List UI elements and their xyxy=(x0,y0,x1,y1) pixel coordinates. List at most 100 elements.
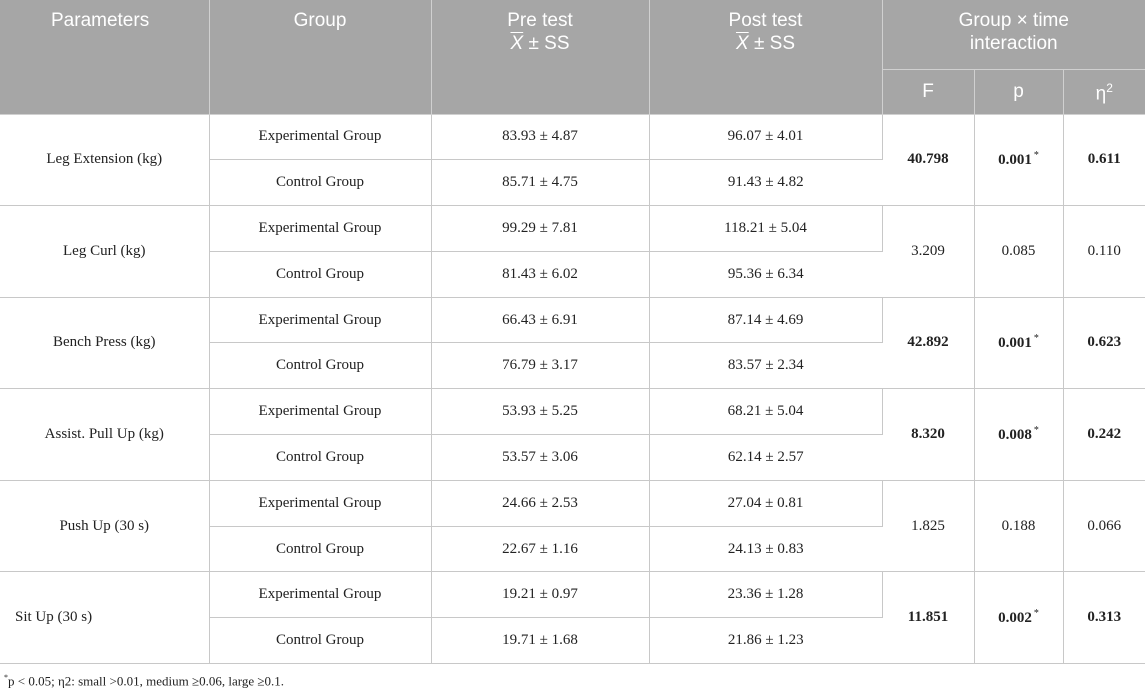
x-bar-symbol: X xyxy=(735,33,749,54)
group-cell: Experimental Group xyxy=(209,571,432,619)
eta-value-cell: 0.623 xyxy=(1063,297,1145,390)
p-value-cell: 0.008 * xyxy=(974,388,1064,481)
header-pre-test: Pre test X ± SS xyxy=(431,0,650,115)
f-value-cell: 11.851 xyxy=(882,571,975,665)
pre-test-cell: 83.93 ± 4.87 xyxy=(431,114,650,161)
f-value-cell: 42.892 xyxy=(882,297,975,390)
eta-value-cell: 0.242 xyxy=(1063,388,1145,481)
eta-symbol: η xyxy=(1095,83,1107,105)
pre-test-cell: 53.57 ± 3.06 xyxy=(431,434,650,481)
pre-test-cell: 76.79 ± 3.17 xyxy=(431,342,650,390)
parameter-cell: Sit Up (30 s) xyxy=(0,571,210,665)
p-value-cell: 0.001 * xyxy=(974,114,1064,207)
pre-test-cell: 22.67 ± 1.16 xyxy=(431,526,650,573)
results-table: Parameters Group Pre test X ± SS Post te… xyxy=(0,0,1145,665)
table-row: Sit Up (30 s) Experimental Group 19.21 ± 0… xyxy=(0,571,1145,665)
table-row: Leg Extension (kg) Experimental Group 83.9… xyxy=(0,114,1145,207)
table-body: Leg Extension (kg) Experimental Group 83.9… xyxy=(0,114,1145,665)
pre-test-cell: 53.93 ± 5.25 xyxy=(431,388,650,436)
pre-test-cell: 85.71 ± 4.75 xyxy=(431,159,650,207)
table-row: Push Up (30 s) Experimental Group 24.66 ± … xyxy=(0,480,1145,573)
footnote-mark: * xyxy=(4,673,8,682)
header-post-test-stat: X ± SS xyxy=(654,32,878,55)
group-cell: Experimental Group xyxy=(209,297,432,344)
group-cell: Experimental Group xyxy=(209,388,432,436)
pre-test-cell: 99.29 ± 7.81 xyxy=(431,205,650,252)
header-pre-stat-text: ± SS xyxy=(523,33,570,54)
footnote-text: p < 0.05; η2: small >0.01, medium ≥0.06,… xyxy=(8,673,284,689)
pre-test-cell: 19.71 ± 1.68 xyxy=(431,617,650,665)
significance-mark: * xyxy=(1033,608,1039,620)
header-interaction: Group × time interaction xyxy=(882,0,1145,70)
post-test-cell: 118.21 ± 5.04 xyxy=(649,205,883,252)
p-value: 0.002 xyxy=(998,610,1032,627)
post-test-cell: 91.43 ± 4.82 xyxy=(649,159,882,207)
p-value-cell: 0.188 xyxy=(974,480,1064,573)
significance-mark: * xyxy=(1033,150,1039,162)
p-value: 0.008 xyxy=(998,427,1032,444)
post-test-cell: 95.36 ± 6.34 xyxy=(649,251,882,298)
header-group: Group xyxy=(209,0,432,115)
post-test-cell: 62.14 ± 2.57 xyxy=(649,434,882,481)
p-value-cell: 0.002 * xyxy=(974,571,1064,665)
header-p: p xyxy=(974,69,1064,115)
eta-value-cell: 0.110 xyxy=(1063,205,1145,298)
table-row: Bench Press (kg) Experimental Group 66.43 … xyxy=(0,297,1145,390)
post-test-cell: 21.86 ± 1.23 xyxy=(649,617,882,665)
header-pre-test-title: Pre test xyxy=(507,10,573,31)
table-row: Assist. Pull Up (kg) Experimental Group 53… xyxy=(0,388,1145,481)
table-row: Control Group 19.71 ± 1.68 21.86 ± 1.23 xyxy=(0,617,1145,665)
eta-value-cell: 0.313 xyxy=(1063,571,1145,665)
p-value-cell: 0.085 xyxy=(974,205,1064,298)
x-bar-symbol: X xyxy=(510,33,524,54)
p-value: 0.001 xyxy=(998,152,1032,169)
group-cell: Experimental Group xyxy=(209,114,432,161)
p-value-cell: 0.001 * xyxy=(974,297,1064,390)
footnote: *p < 0.05; η2: small >0.01, medium ≥0.06… xyxy=(4,673,284,689)
post-test-cell: 87.14 ± 4.69 xyxy=(649,297,883,344)
parameter-cell: Leg Curl (kg) xyxy=(0,205,210,298)
header-post-test: Post test X ± SS xyxy=(649,0,883,115)
table-row: Leg Curl (kg) Experimental Group 99.29 ± 7… xyxy=(0,205,1145,298)
header-post-test-title: Post test xyxy=(728,10,803,31)
significance-mark: * xyxy=(1033,333,1039,345)
table-row: Control Group 76.79 ± 3.17 83.57 ± 2.34 xyxy=(0,342,1145,390)
post-test-cell: 24.13 ± 0.83 xyxy=(649,526,882,573)
pre-test-cell: 66.43 ± 6.91 xyxy=(431,297,650,344)
header-parameters: Parameters xyxy=(0,0,210,115)
p-value: 0.001 xyxy=(998,335,1032,352)
table-row: Control Group 53.57 ± 3.06 62.14 ± 2.57 xyxy=(0,434,1145,481)
post-test-cell: 83.57 ± 2.34 xyxy=(649,342,882,390)
group-cell: Control Group xyxy=(209,159,432,207)
significance-mark: * xyxy=(1033,425,1039,437)
f-value-cell: 8.320 xyxy=(882,388,975,481)
table-row: Control Group 81.43 ± 6.02 95.36 ± 6.34 xyxy=(0,251,1145,298)
group-cell: Control Group xyxy=(209,342,432,390)
parameter-cell: Leg Extension (kg) xyxy=(0,114,210,207)
group-cell: Experimental Group xyxy=(209,480,432,527)
group-cell: Control Group xyxy=(209,251,432,298)
pre-test-cell: 19.21 ± 0.97 xyxy=(431,571,650,619)
p-value: 0.085 xyxy=(1001,242,1036,259)
f-value-cell: 40.798 xyxy=(882,114,975,207)
p-value: 0.188 xyxy=(1001,517,1036,534)
f-value-cell: 3.209 xyxy=(882,205,975,298)
parameter-cell: Assist. Pull Up (kg) xyxy=(0,388,210,481)
post-test-cell: 68.21 ± 5.04 xyxy=(649,388,883,436)
post-test-cell: 96.07 ± 4.01 xyxy=(649,114,883,161)
parameter-cell: Push Up (30 s) xyxy=(0,480,210,573)
table-row: Control Group 85.71 ± 4.75 91.43 ± 4.82 xyxy=(0,159,1145,207)
post-test-cell: 27.04 ± 0.81 xyxy=(649,480,883,527)
group-cell: Experimental Group xyxy=(209,205,432,252)
table-row: Control Group 22.67 ± 1.16 24.13 ± 0.83 xyxy=(0,526,1145,573)
eta-value-cell: 0.066 xyxy=(1063,480,1145,573)
f-value-cell: 1.825 xyxy=(882,480,975,573)
group-cell: Control Group xyxy=(209,526,432,573)
group-cell: Control Group xyxy=(209,434,432,481)
header-f: F xyxy=(882,69,975,115)
group-cell: Control Group xyxy=(209,617,432,665)
header-eta: η2 xyxy=(1063,69,1145,115)
parameter-cell: Bench Press (kg) xyxy=(0,297,210,390)
header-post-stat-text: ± SS xyxy=(748,33,796,54)
pre-test-cell: 81.43 ± 6.02 xyxy=(431,251,650,298)
